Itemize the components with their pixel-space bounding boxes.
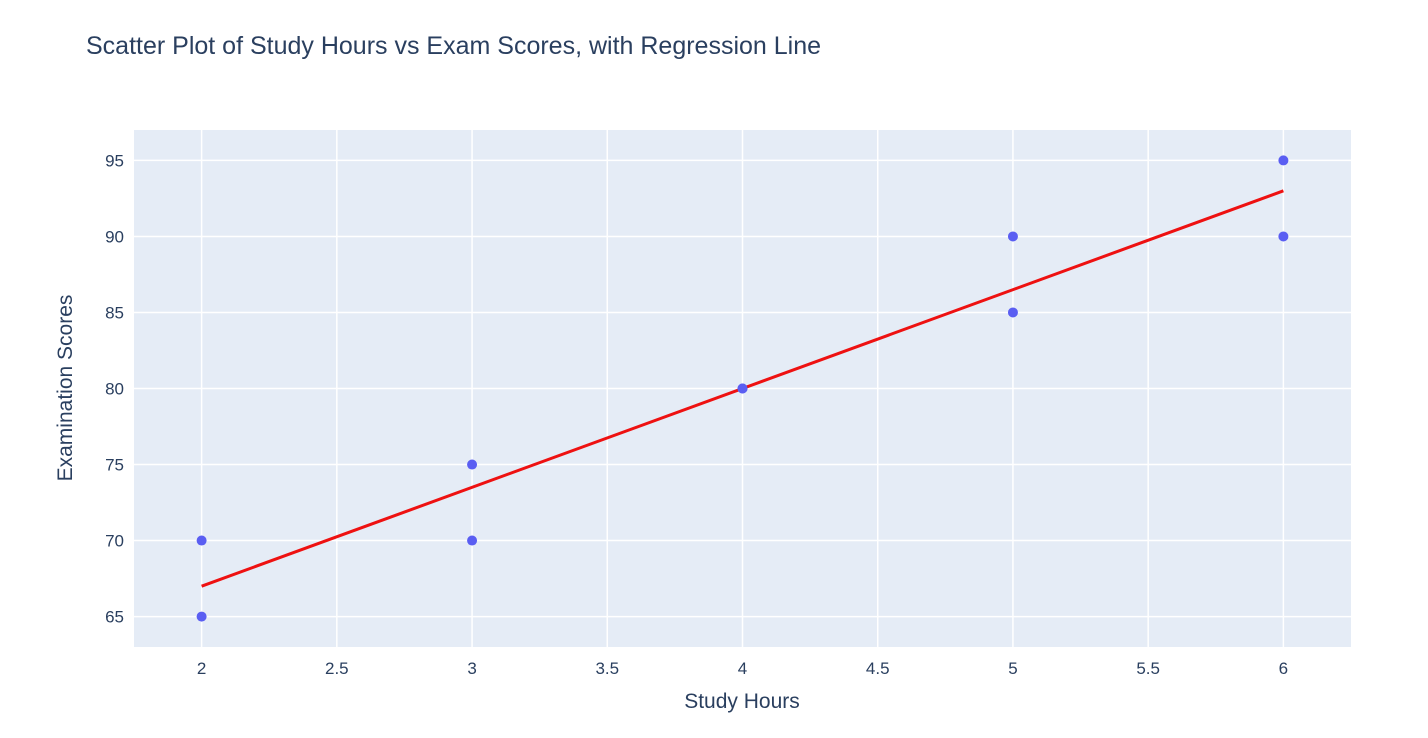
- series: [196, 155, 1289, 622]
- scatter-point: [737, 383, 748, 394]
- scatter-point: [1278, 155, 1289, 166]
- grid: [134, 130, 1351, 647]
- y-tick-label: 90: [105, 227, 124, 246]
- scatter-point: [196, 535, 207, 546]
- scatter-point: [1007, 307, 1018, 318]
- scatter-point: [1278, 231, 1289, 242]
- y-tick-label: 85: [105, 303, 124, 322]
- scatter-point: [196, 611, 207, 622]
- y-tick-label: 95: [105, 151, 124, 170]
- chart-title: Scatter Plot of Study Hours vs Exam Scor…: [86, 32, 821, 60]
- scatter-point: [467, 535, 478, 546]
- x-tick-label: 3.5: [595, 659, 619, 678]
- y-tick-label: 65: [105, 608, 124, 627]
- x-tick-label: 3: [467, 659, 476, 678]
- x-tick-label: 5: [1008, 659, 1017, 678]
- scatter-point: [467, 459, 478, 470]
- tick-labels: 2 2.5 3 3.5 4 4.5 5 5.5 6 65 70 75 80 85 90 95: [105, 151, 1288, 678]
- x-tick-label: 6: [1279, 659, 1288, 678]
- x-tick-label: 4.5: [866, 659, 890, 678]
- y-tick-label: 70: [105, 532, 124, 551]
- x-tick-label: 5.5: [1136, 659, 1160, 678]
- y-tick-label: 80: [105, 380, 124, 399]
- y-axis-label: Examination Scores: [54, 295, 77, 482]
- x-tick-label: 2: [197, 659, 206, 678]
- x-axis-label: Study Hours: [684, 690, 800, 713]
- x-tick-label: 2.5: [325, 659, 349, 678]
- y-tick-label: 75: [105, 456, 124, 475]
- x-tick-label: 4: [738, 659, 747, 678]
- scatter-point: [1007, 231, 1018, 242]
